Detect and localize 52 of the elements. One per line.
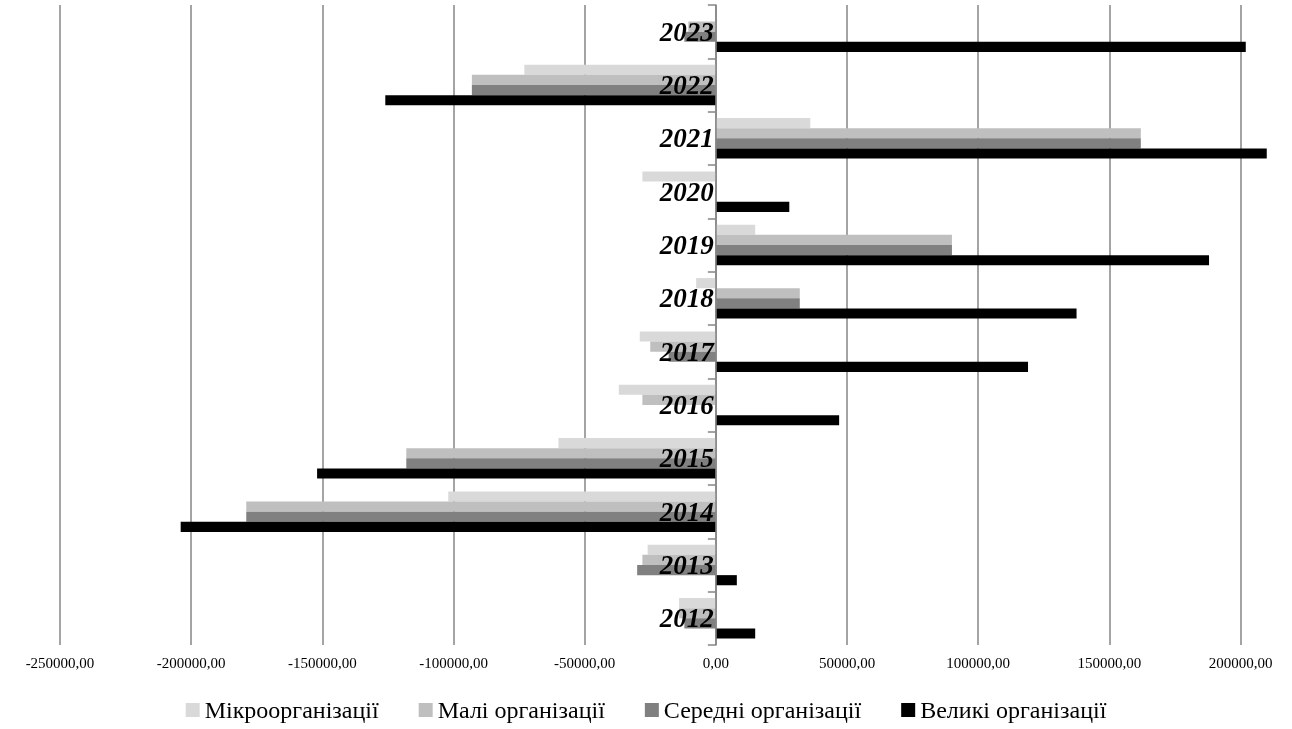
bar xyxy=(715,148,1267,159)
y-tick-label: 2020 xyxy=(658,176,715,207)
x-tick-label: -150000,00 xyxy=(287,654,357,671)
bar xyxy=(715,201,790,212)
bar xyxy=(715,118,811,129)
y-tick-label: 2015 xyxy=(658,443,714,474)
bar xyxy=(385,95,716,106)
bar xyxy=(317,468,716,479)
bar xyxy=(647,544,716,555)
legend-label: Мікроорганізації xyxy=(204,697,380,723)
bar xyxy=(448,491,716,502)
bar xyxy=(715,255,1210,266)
bar xyxy=(715,361,1029,372)
y-tick-label: 2019 xyxy=(658,230,715,260)
bar xyxy=(639,331,716,342)
x-tick-label: 200000,00 xyxy=(1208,654,1273,671)
bar xyxy=(524,64,716,75)
legend-label: Малі організації xyxy=(437,697,606,723)
bar xyxy=(180,521,716,532)
x-tick-label: -50000,00 xyxy=(554,654,616,671)
bar xyxy=(679,598,716,609)
y-tick-label: 2013 xyxy=(658,550,714,580)
y-tick-label: 2014 xyxy=(658,496,714,527)
bar xyxy=(715,415,840,426)
y-tick-label: 2018 xyxy=(658,283,715,314)
bar xyxy=(642,171,716,182)
x-tick-label: -200000,00 xyxy=(156,654,226,671)
bar xyxy=(558,438,716,449)
bar xyxy=(715,288,800,299)
legend-label: Великі організації xyxy=(920,697,1107,723)
legend-label: Середні організації xyxy=(663,697,862,723)
bar xyxy=(715,575,737,586)
bar xyxy=(618,384,716,395)
x-tick-label: 50000,00 xyxy=(818,654,876,671)
bar xyxy=(715,224,756,235)
y-tick-label: 2021 xyxy=(658,123,714,154)
y-tick-label: 2016 xyxy=(658,390,715,420)
bar xyxy=(715,628,756,639)
x-tick-label: 100000,00 xyxy=(946,654,1011,671)
x-tick-label: -250000,00 xyxy=(25,654,95,671)
y-tick-label: 2017 xyxy=(658,336,716,367)
bar xyxy=(715,308,1077,319)
bar xyxy=(696,278,716,289)
bar xyxy=(715,128,1141,139)
y-tick-label: 2023 xyxy=(658,16,714,47)
y-tick-label: 2012 xyxy=(658,603,714,634)
bar xyxy=(715,234,952,245)
bar xyxy=(715,41,1246,52)
y-tick-label: 2022 xyxy=(658,70,714,100)
x-tick-label: -100000,00 xyxy=(419,654,488,671)
x-tick-label: 0,00 xyxy=(702,654,729,671)
x-tick-label: 150000,00 xyxy=(1077,654,1142,671)
